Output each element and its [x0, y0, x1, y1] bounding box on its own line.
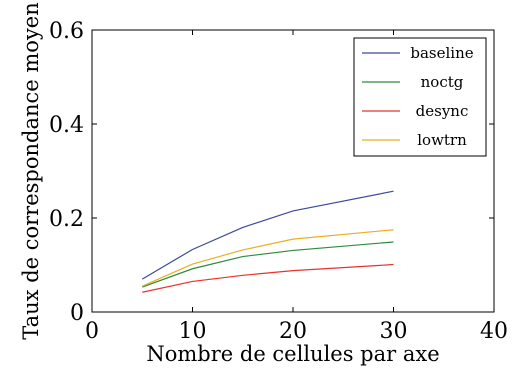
legend: baseline noctg desync lowtrn — [353, 37, 487, 157]
legend-label-lowtrn: lowtrn — [417, 131, 467, 149]
legend-box — [353, 37, 487, 157]
x-tick-label: 40 — [480, 319, 508, 344]
series-line-noctg — [142, 241, 394, 288]
x-tick-label: 20 — [279, 319, 307, 344]
series-lines — [141, 190, 394, 293]
axis-tick-labels: 0 10 20 30 40 0 0.2 0.4 0.6 — [49, 19, 508, 344]
legend-label-desync: desync — [416, 102, 469, 120]
y-axis-title: Taux de correspondance moyen — [19, 2, 43, 340]
x-tick-label: 10 — [179, 319, 207, 344]
axis-ticks — [91, 29, 495, 313]
series-line-lowtrn — [142, 229, 394, 287]
series-line-baseline — [141, 190, 394, 280]
y-tick-label: 0.2 — [49, 207, 84, 232]
x-tick-label: 30 — [380, 319, 408, 344]
y-tick-label: 0 — [70, 301, 84, 326]
y-tick-label: 0.6 — [49, 19, 84, 44]
x-tick-label: 0 — [85, 319, 99, 344]
y-tick-label: 0.4 — [49, 113, 84, 138]
legend-label-noctg: noctg — [421, 73, 464, 91]
x-axis-title: Nombre de cellules par axe — [146, 342, 439, 366]
legend-label-baseline: baseline — [410, 44, 473, 62]
series-line-desync — [142, 263, 394, 293]
